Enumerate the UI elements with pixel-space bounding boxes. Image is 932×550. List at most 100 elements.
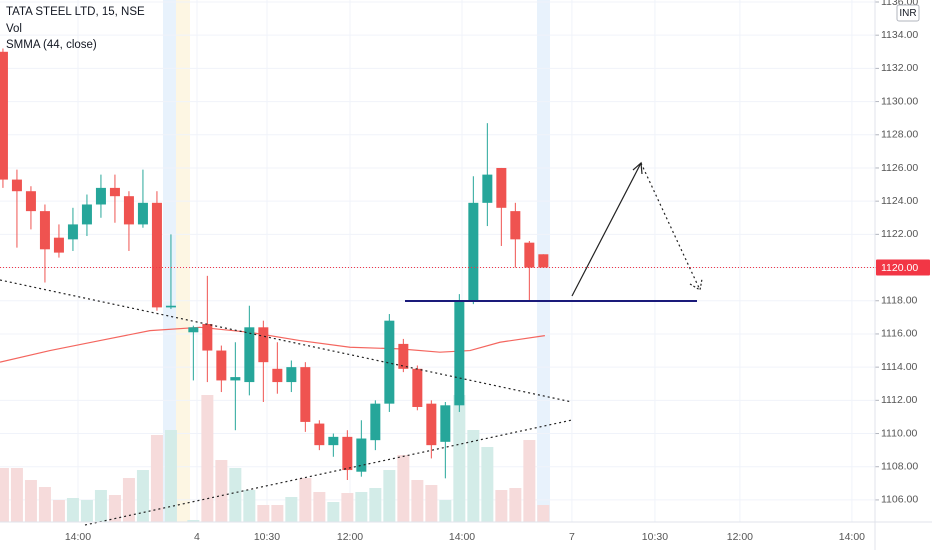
volume-bar bbox=[80, 500, 93, 522]
volume-bar bbox=[285, 497, 298, 522]
candle-body bbox=[370, 403, 381, 441]
candle-body bbox=[468, 202, 479, 301]
candle-body bbox=[342, 436, 353, 471]
volume-bar bbox=[201, 395, 214, 522]
x-tick-label: 12:00 bbox=[727, 531, 753, 543]
candle-body bbox=[188, 327, 199, 333]
candle-body bbox=[25, 191, 36, 212]
candle-body bbox=[53, 237, 64, 253]
volume-bar bbox=[94, 490, 107, 522]
volume-bar bbox=[257, 505, 270, 522]
candle-body bbox=[314, 423, 325, 446]
candle-body bbox=[244, 327, 255, 383]
candle-body bbox=[496, 167, 507, 208]
volume-bar bbox=[0, 468, 9, 522]
candle-body bbox=[123, 196, 134, 225]
arrow bbox=[571, 162, 642, 297]
volume-bar bbox=[467, 430, 480, 522]
trend-line bbox=[84, 419, 573, 526]
candle-body bbox=[137, 202, 148, 225]
volume-bar bbox=[453, 395, 466, 522]
volume-bar bbox=[24, 480, 37, 522]
y-tick-label: 1136.00 bbox=[881, 0, 918, 8]
y-tick-label: 1110.00 bbox=[881, 427, 918, 439]
volume-bar bbox=[10, 468, 23, 522]
x-tick-label: 10:30 bbox=[642, 531, 668, 543]
x-tick-label: 10:30 bbox=[254, 531, 280, 543]
arrow bbox=[640, 162, 701, 291]
volume-bar bbox=[243, 490, 256, 522]
session-highlight bbox=[163, 0, 176, 522]
candle-body bbox=[300, 367, 311, 422]
volume-pane bbox=[0, 395, 550, 522]
y-tick-label: 1122.00 bbox=[881, 228, 918, 240]
candle-body bbox=[412, 368, 423, 407]
x-tick-label: 4 bbox=[194, 531, 200, 543]
volume-bar bbox=[122, 478, 135, 522]
candle-body bbox=[216, 350, 227, 381]
candle-body bbox=[482, 174, 493, 203]
volume-bar bbox=[38, 487, 51, 522]
smma-line bbox=[0, 326, 545, 363]
candle-body bbox=[202, 323, 213, 351]
volume-bar bbox=[341, 493, 354, 522]
volume-bar bbox=[411, 480, 424, 522]
candle-body bbox=[67, 224, 78, 240]
last-price-box bbox=[876, 259, 930, 276]
candle-body bbox=[398, 343, 409, 369]
drawings bbox=[0, 161, 703, 526]
volume-bar bbox=[355, 492, 368, 522]
volume-bar bbox=[509, 488, 522, 522]
currency-box bbox=[896, 4, 920, 22]
volume-bar bbox=[383, 470, 396, 522]
candle-body bbox=[258, 327, 269, 363]
session-highlight bbox=[176, 0, 190, 522]
x-tick-label: 14:00 bbox=[839, 531, 865, 543]
y-tick-label: 1116.00 bbox=[881, 328, 918, 340]
candle-body bbox=[454, 300, 465, 406]
candles bbox=[0, 48, 549, 481]
candle-body bbox=[426, 403, 437, 446]
volume-bar bbox=[313, 492, 326, 522]
candle-body bbox=[39, 211, 50, 250]
candle-body bbox=[328, 436, 339, 446]
candle-body bbox=[151, 202, 162, 308]
legend-entry: Vol bbox=[6, 23, 22, 35]
volume-bar bbox=[495, 490, 508, 522]
volume-bar bbox=[187, 520, 200, 522]
candle-body bbox=[109, 187, 120, 197]
volume-bar bbox=[439, 500, 452, 522]
volume-bar bbox=[299, 478, 312, 522]
candle-body bbox=[272, 368, 283, 383]
y-tick-label: 1134.00 bbox=[881, 29, 918, 41]
currency: INR bbox=[899, 8, 916, 19]
y-tick-label: 1118.00 bbox=[881, 295, 918, 307]
volume-bar bbox=[271, 505, 284, 522]
volume-bar bbox=[164, 430, 177, 522]
y-tick-label: 1114.00 bbox=[881, 361, 918, 373]
x-tick-label: 7 bbox=[569, 531, 575, 543]
volume-bar bbox=[215, 460, 228, 522]
y-tick-label: 1112.00 bbox=[881, 394, 918, 406]
candle-body bbox=[286, 367, 297, 383]
candle-body bbox=[510, 211, 521, 240]
candle-body bbox=[384, 320, 395, 404]
x-tick-label: 14:00 bbox=[449, 531, 475, 543]
x-tick-label: 14:00 bbox=[65, 531, 91, 543]
volume-bar bbox=[108, 495, 121, 522]
volume-bar bbox=[523, 440, 536, 522]
y-tick-label: 1128.00 bbox=[881, 129, 918, 141]
candle-body bbox=[165, 305, 176, 308]
last-price-label: 1120.00 bbox=[881, 262, 918, 274]
candle-body bbox=[81, 204, 92, 225]
arrow-head bbox=[689, 278, 703, 291]
legend-entry: SMMA (44, close) bbox=[6, 39, 97, 51]
y-tick-label: 1130.00 bbox=[881, 95, 918, 107]
candle-body bbox=[11, 179, 22, 192]
x-tick-label: 12:00 bbox=[337, 531, 363, 543]
indicator bbox=[0, 326, 545, 363]
candle-body bbox=[440, 405, 451, 442]
trend-line bbox=[0, 279, 573, 403]
